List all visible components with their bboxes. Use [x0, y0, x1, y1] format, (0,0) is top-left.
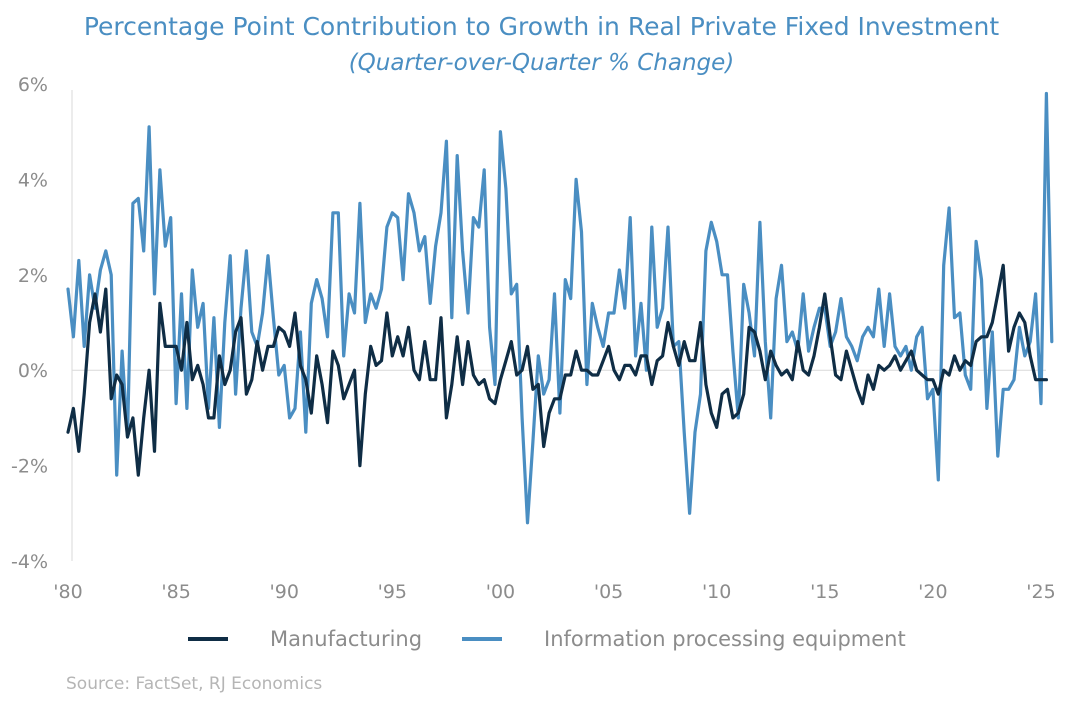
x-tick-label: '00 — [486, 581, 515, 603]
source-note: Source: FactSet, RJ Economics — [66, 674, 323, 694]
x-tick-label: '20 — [918, 581, 947, 603]
series-layer — [66, 91, 1054, 525]
series-line-manufacturing — [66, 263, 1048, 477]
x-tick-label: '90 — [270, 581, 299, 603]
chart-title: Percentage Point Contribution to Growth … — [83, 12, 1000, 41]
legend-label-manufacturing: Manufacturing — [270, 627, 423, 651]
legend-label-information-processing-equipment: Information processing equipment — [544, 627, 906, 651]
y-tick-label: 0% — [18, 360, 48, 382]
legend-swatch-manufacturing — [188, 637, 228, 641]
y-tick-label: 2% — [18, 265, 48, 287]
x-tick-label: '80 — [53, 581, 82, 603]
x-tick-label: '95 — [378, 581, 407, 603]
tick-labels: -4% -2% 0% 2% 4% 6% '80 '85 '90 '95 '00 '05 '10 '15 '2… — [11, 74, 1056, 603]
series-line-information-processing-equipment — [66, 91, 1054, 525]
chart-axes — [71, 90, 1046, 561]
line-chart: -4% -2% 0% 2% 4% 6% '80 '85 '90 '95 '00 '05 '10 '15 '2… — [11, 74, 1056, 603]
x-tick-label: '10 — [702, 581, 731, 603]
y-tick-label: -2% — [11, 456, 48, 478]
x-tick-label: '85 — [161, 581, 190, 603]
x-tick-label: '05 — [594, 581, 623, 603]
y-tick-label: -4% — [11, 551, 48, 573]
y-tick-label: 6% — [18, 74, 48, 96]
x-tick-label: '25 — [1026, 581, 1055, 603]
x-tick-label: '15 — [810, 581, 839, 603]
chart-subtitle: (Quarter-over-Quarter % Change) — [348, 50, 735, 76]
legend-swatch-information-processing-equipment — [462, 637, 502, 641]
y-tick-label: 4% — [18, 169, 48, 191]
legend-item-information-processing-equipment: Information processing equipment — [462, 624, 906, 654]
legend-item-manufacturing: Manufacturing — [188, 624, 422, 654]
